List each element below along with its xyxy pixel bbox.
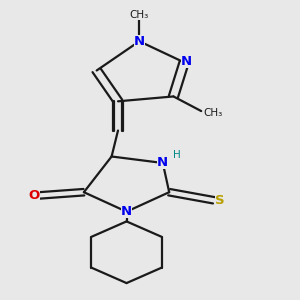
Text: O: O — [28, 189, 40, 202]
Text: H: H — [172, 150, 180, 160]
Text: S: S — [215, 194, 225, 207]
Text: CH₃: CH₃ — [203, 108, 223, 118]
Text: N: N — [181, 55, 192, 68]
Text: N: N — [121, 205, 132, 218]
Text: CH₃: CH₃ — [130, 10, 149, 20]
Text: N: N — [157, 157, 168, 169]
Text: N: N — [134, 35, 145, 48]
